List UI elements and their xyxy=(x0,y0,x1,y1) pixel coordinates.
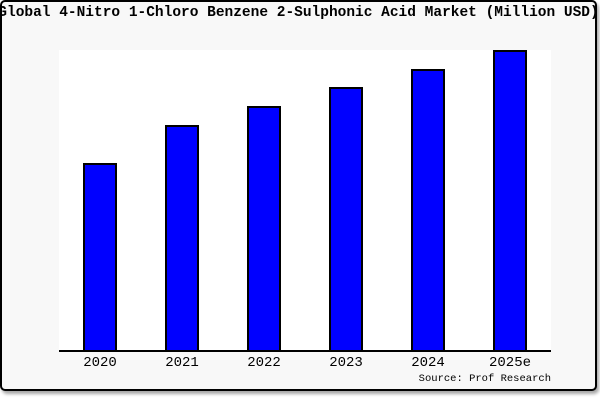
x-tick-label: 2025e xyxy=(488,355,531,371)
bar-2024 xyxy=(411,69,445,350)
bar-slot xyxy=(387,50,469,350)
bars-row xyxy=(59,50,551,350)
plot-area xyxy=(59,50,551,352)
bar-slot xyxy=(59,50,141,350)
source-label: Source: Prof Research xyxy=(418,373,551,385)
bar-2025e xyxy=(493,50,527,350)
x-axis-labels: 2020 2021 2022 2023 2024 2025e xyxy=(59,355,551,371)
bar-slot xyxy=(305,50,387,350)
bar-slot xyxy=(469,50,551,350)
x-tick-label: 2022 xyxy=(247,355,281,371)
bar-2023 xyxy=(329,87,363,350)
bar-2021 xyxy=(165,125,199,350)
chart-title: Global 4-Nitro 1-Chloro Benzene 2-Sulpho… xyxy=(0,5,597,21)
x-tick-label: 2020 xyxy=(83,355,117,371)
chart-card: Global 4-Nitro 1-Chloro Benzene 2-Sulpho… xyxy=(0,0,597,391)
bar-2022 xyxy=(247,106,281,350)
x-tick-label: 2024 xyxy=(411,355,445,371)
x-tick-label: 2023 xyxy=(329,355,363,371)
bar-slot xyxy=(141,50,223,350)
x-tick-label: 2021 xyxy=(165,355,199,371)
bar-slot xyxy=(223,50,305,350)
bar-2020 xyxy=(83,163,117,350)
